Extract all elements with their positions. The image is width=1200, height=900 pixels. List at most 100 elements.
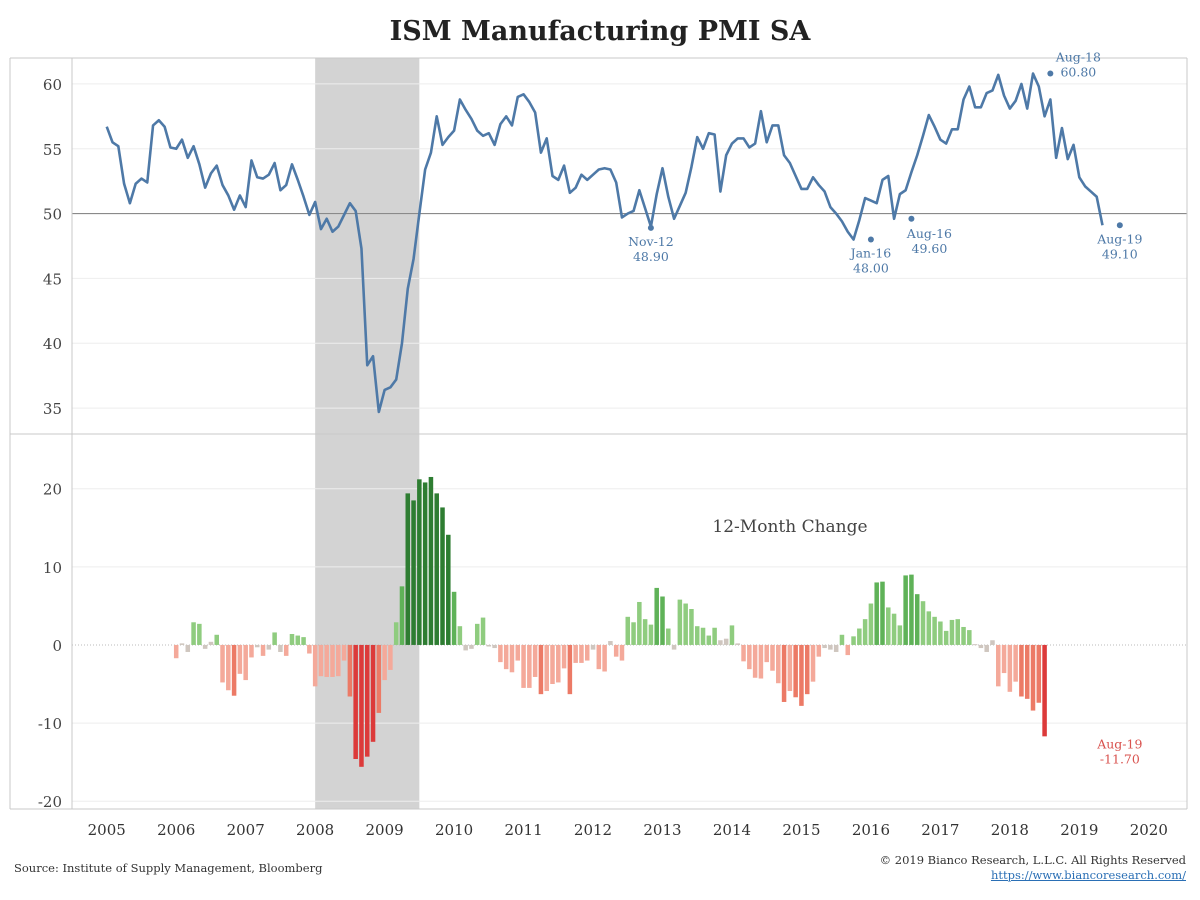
bar: [816, 644, 822, 657]
y-tick-label-bottom: 10: [43, 559, 62, 577]
bar: [544, 644, 549, 692]
bar: [336, 644, 341, 677]
bar: [341, 644, 347, 661]
bar: [955, 619, 961, 645]
bar: [324, 644, 329, 677]
bar: [990, 640, 995, 645]
bar: [804, 644, 810, 695]
x-tick-label: 2007: [227, 821, 265, 839]
bar: [700, 627, 706, 645]
bar: [399, 586, 405, 645]
bar: [220, 644, 225, 683]
bar: [498, 644, 503, 663]
bar: [254, 644, 260, 648]
copyright-text: © 2019 Bianco Research, L.L.C. All Right…: [879, 853, 1186, 867]
annotation-date: Aug-18: [1055, 50, 1101, 65]
bar: [382, 644, 387, 681]
x-tick-label: 2014: [713, 821, 751, 839]
bar: [405, 493, 411, 645]
annotation-date: Aug-19: [1096, 231, 1142, 246]
annotation-date: Aug-16: [906, 226, 952, 241]
bar: [359, 644, 364, 767]
bar: [637, 601, 642, 645]
bar: [793, 644, 798, 698]
axes: 35 40 45 50 55 60 -20 -10 0 10 20 2005 2006 2007 2008 2…: [9, 57, 1188, 839]
bar: [886, 607, 891, 645]
bar: [845, 644, 851, 656]
bar: [897, 625, 903, 645]
annotation-date: Nov-12: [628, 234, 674, 249]
bar: [996, 644, 1001, 687]
bar: [515, 644, 521, 661]
bar: [1019, 644, 1024, 697]
y-tick-label-top: 60: [43, 76, 62, 94]
bar: [440, 507, 445, 645]
bar: [411, 500, 416, 645]
bar: [648, 624, 654, 645]
bar: [376, 644, 382, 713]
bar: [729, 625, 735, 645]
annotation-value: 48.00: [853, 261, 889, 276]
bar: [1013, 644, 1018, 682]
y-tick-label-top: 35: [43, 400, 62, 418]
x-tick-label: 2005: [88, 821, 126, 839]
bar: [451, 591, 457, 645]
x-tick-label: 2012: [574, 821, 612, 839]
bar: [260, 644, 266, 656]
bar: [602, 644, 607, 672]
bar: [1042, 644, 1047, 737]
bar: [920, 601, 926, 645]
annotation-marker: [1047, 70, 1054, 77]
bar: [625, 616, 631, 645]
bar: [249, 644, 254, 658]
bar: [874, 582, 879, 645]
bar: [666, 628, 671, 645]
bar: [694, 626, 700, 645]
source-note: Source: Institute of Supply Management, …: [14, 861, 323, 875]
bar: [370, 644, 376, 742]
bar: [741, 644, 746, 662]
bar: [417, 479, 422, 645]
bar: [231, 644, 237, 696]
bar: [880, 581, 885, 645]
bar: [307, 644, 312, 654]
bar: [556, 644, 561, 683]
bar: [1036, 644, 1042, 703]
annotation-date: Aug-19: [1096, 736, 1142, 751]
bar: [839, 634, 845, 645]
bar: [1001, 644, 1007, 674]
bar: [671, 644, 677, 650]
annotation-value: 60.80: [1060, 65, 1096, 80]
bar: [967, 630, 972, 645]
bar: [660, 596, 665, 645]
bar: [428, 476, 434, 645]
bar: [237, 644, 243, 674]
bar: [828, 644, 833, 650]
bar: [764, 644, 769, 663]
bar: [353, 644, 358, 759]
bar: [857, 628, 862, 645]
bar: [723, 638, 729, 645]
bar: [312, 644, 318, 687]
bar: [295, 635, 301, 645]
bar: [799, 644, 804, 706]
annotation-value: 49.60: [912, 241, 948, 256]
bar: [226, 644, 231, 691]
bar: [822, 644, 827, 649]
bar: [474, 623, 480, 645]
bar: [486, 644, 492, 647]
annotation-marker: [1116, 222, 1123, 229]
bar: [457, 626, 463, 645]
website-link[interactable]: https://www.biancoresearch.com/: [990, 868, 1186, 882]
bar: [208, 641, 214, 645]
y-tick-label-bottom: 0: [52, 637, 62, 655]
panel-label-12-month-change: 12-Month Change: [712, 517, 867, 537]
bar: [202, 644, 208, 649]
y-tick-label-top: 40: [43, 335, 62, 353]
bar: [347, 644, 353, 697]
bar: [914, 594, 920, 645]
bar: [770, 644, 775, 671]
bar: [590, 644, 596, 650]
chart-title: ISM Manufacturing PMI SA: [389, 16, 811, 47]
y-tick-label-bottom: 20: [43, 481, 62, 499]
